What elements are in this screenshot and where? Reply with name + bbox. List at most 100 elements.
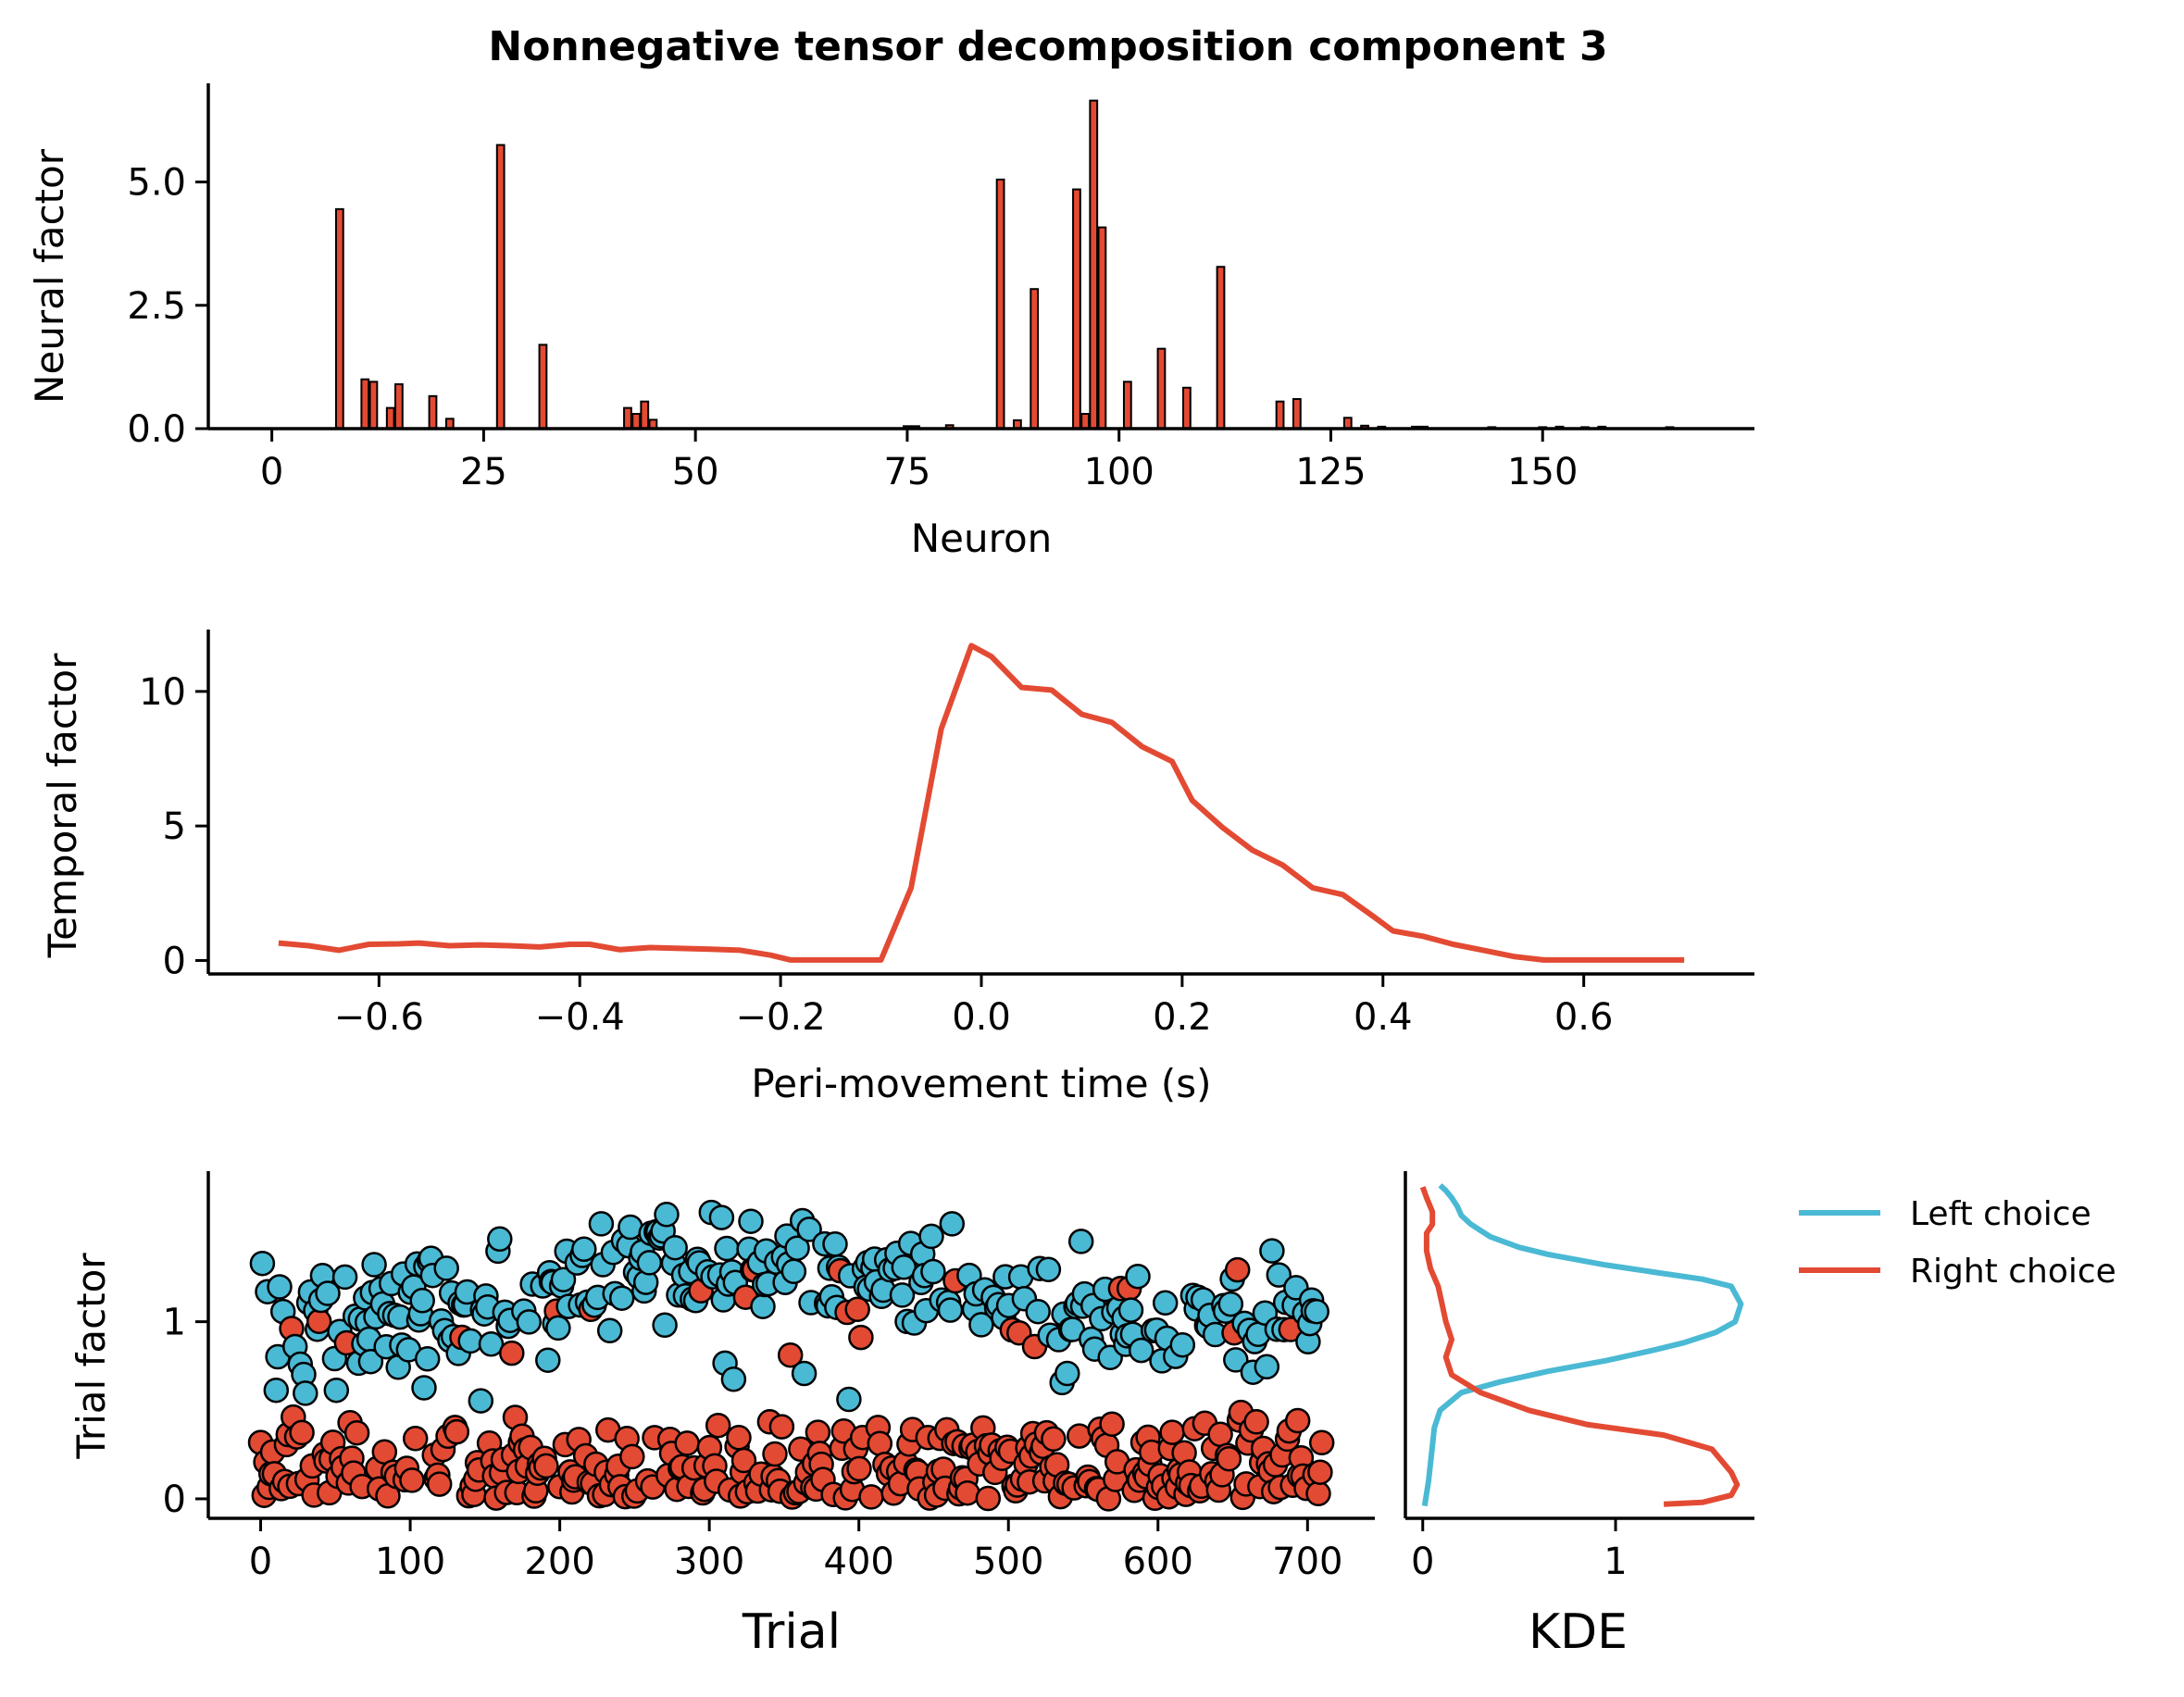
kde-x-tick-label: 1 [1604,1541,1627,1583]
trial-point-left [1152,1290,1179,1316]
trial-point-left [780,1258,807,1285]
trial-point-right [805,1419,831,1445]
trial-point-right [1308,1429,1335,1456]
neural-bar [1275,400,1285,430]
trial-point-left [1304,1298,1329,1325]
trial-point-right [844,1296,870,1323]
trial-point-left [1266,1262,1292,1288]
trial-point-right [768,1414,795,1440]
trial-x-tick-label: 400 [824,1541,894,1583]
trial-point-right [499,1340,525,1366]
trial-point-right [343,1419,370,1446]
trial-point-left [720,1366,747,1392]
trial-point-left [571,1236,597,1263]
neural-y-tick-label: 5.0 [127,162,186,205]
trial-point-left [822,1231,848,1257]
neural-bar [368,381,379,430]
neural-bar [640,400,650,430]
trial-point-left [323,1377,350,1404]
neural-bar [1182,386,1192,430]
trial-point-left [738,1208,764,1234]
trial-x-tick-label: 0 [249,1541,272,1583]
trial-point-left [478,1331,505,1357]
trial-point-left [1128,1337,1154,1364]
trial-point-right [289,1419,315,1446]
trial-point-left [1025,1298,1051,1325]
temporal-x-tick-label: −0.2 [736,996,826,1039]
trial-point-left [545,1315,571,1341]
trial-point-left [361,1252,387,1278]
neural-x-tick-label: 150 [1507,451,1578,493]
trial-point-left [315,1280,341,1306]
trial-point-left [457,1328,483,1354]
trial-point-left [652,1312,678,1339]
trial-point-left [1259,1238,1285,1264]
trial-point-left [596,1317,623,1344]
trial-point-left [516,1309,543,1335]
temporal-y-tick-label: 5 [163,805,186,848]
trial-point-left [920,1258,946,1285]
trial-point-left [937,1297,964,1323]
legend-label-right-choice: Right choice [1910,1253,2116,1291]
neural-bar [1080,413,1090,430]
trial-y-tick-label: 1 [163,1302,186,1344]
trial-point-right [777,1341,804,1368]
neural-bar [334,207,344,430]
neural-bar [1097,226,1107,430]
neural-bar [995,178,1005,430]
trial-point-right [726,1425,752,1451]
trial-point-left [433,1255,459,1281]
trial-point-right [399,1467,425,1493]
trial-point-left [411,1375,437,1401]
trial-x-tick-label: 500 [973,1541,1043,1583]
trial-point-right [402,1426,429,1452]
trial-point-right [1307,1459,1333,1485]
neural-x-tick-label: 0 [260,451,283,493]
temporal-y-axis-label: Temporal factor [40,653,85,958]
trial-point-left [409,1288,435,1314]
kde-line-left-choice [1421,1183,1744,1507]
trial-point-right [1159,1419,1185,1445]
neural-bar [538,343,548,430]
trial-point-right [1224,1256,1251,1283]
trial-point-right [846,1455,872,1482]
trial-point-left [1169,1331,1196,1358]
trial-point-left [414,1346,441,1372]
trial-point-right [426,1471,453,1497]
trial-point-left [662,1234,688,1261]
neural-bar [631,413,641,430]
neural-y-tick-label: 0.0 [127,408,186,451]
neural-bar [360,378,370,430]
trial-point-right [674,1430,700,1456]
temporal-x-tick-label: 0.2 [1153,996,1212,1039]
trial-point-right [955,1479,980,1506]
trial-point-left [1254,1354,1280,1380]
neural-bar [1122,381,1132,430]
trial-point-right [1216,1445,1242,1472]
trial-point-left [636,1250,663,1276]
trial-point-right [762,1441,788,1467]
neural-bar [1156,347,1167,430]
trial-point-left [750,1293,776,1319]
neural-bar [623,406,632,430]
temporal-x-tick-label: 0.6 [1554,996,1614,1039]
trial-point-left [357,1348,384,1375]
neural-bar [495,143,505,430]
trial-point-right [858,1484,884,1510]
neural-bar [1072,188,1081,430]
neural-y-tick-label: 2.5 [127,285,186,328]
trial-point-left [1067,1229,1094,1254]
trial-point-left [1223,1347,1249,1373]
trial-x-tick-label: 200 [524,1541,594,1583]
kde-x-axis-label: KDE [1529,1604,1628,1660]
neural-bar [1089,99,1099,430]
temporal-series-line [278,643,1685,963]
trial-point-right [443,1418,470,1445]
trial-point-left [836,1386,862,1413]
trial-point-left [1217,1291,1244,1317]
trial-point-left [714,1235,740,1262]
temporal-x-tick-label: 0.4 [1354,996,1413,1039]
legend-label-left-choice: Left choice [1910,1195,2091,1233]
